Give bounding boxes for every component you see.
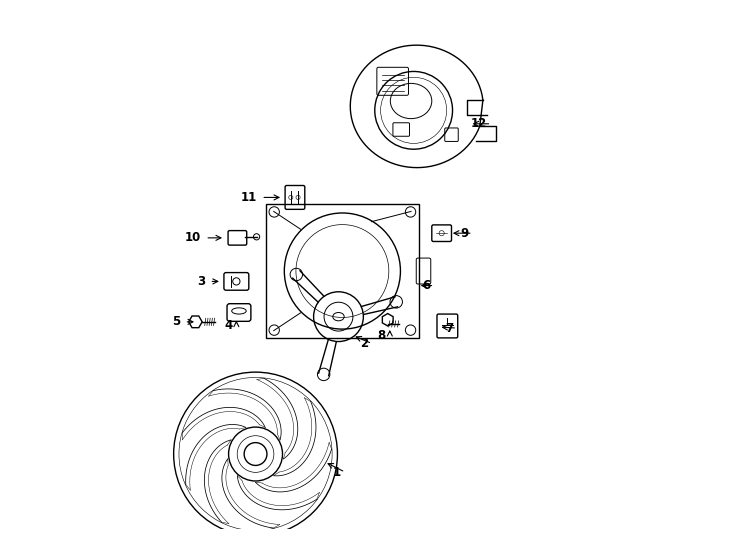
Text: 2: 2	[360, 337, 368, 350]
Text: 9: 9	[460, 227, 468, 240]
Text: 3: 3	[197, 275, 206, 288]
Text: 11: 11	[241, 191, 257, 204]
Text: 7: 7	[445, 321, 453, 335]
Text: 10: 10	[185, 231, 201, 245]
Text: 8: 8	[377, 329, 385, 342]
Text: 1: 1	[333, 465, 341, 478]
Text: 12: 12	[471, 117, 487, 130]
Text: 5: 5	[172, 315, 181, 328]
Bar	[266, 204, 419, 339]
Text: 6: 6	[422, 279, 430, 292]
Text: 4: 4	[224, 319, 232, 332]
